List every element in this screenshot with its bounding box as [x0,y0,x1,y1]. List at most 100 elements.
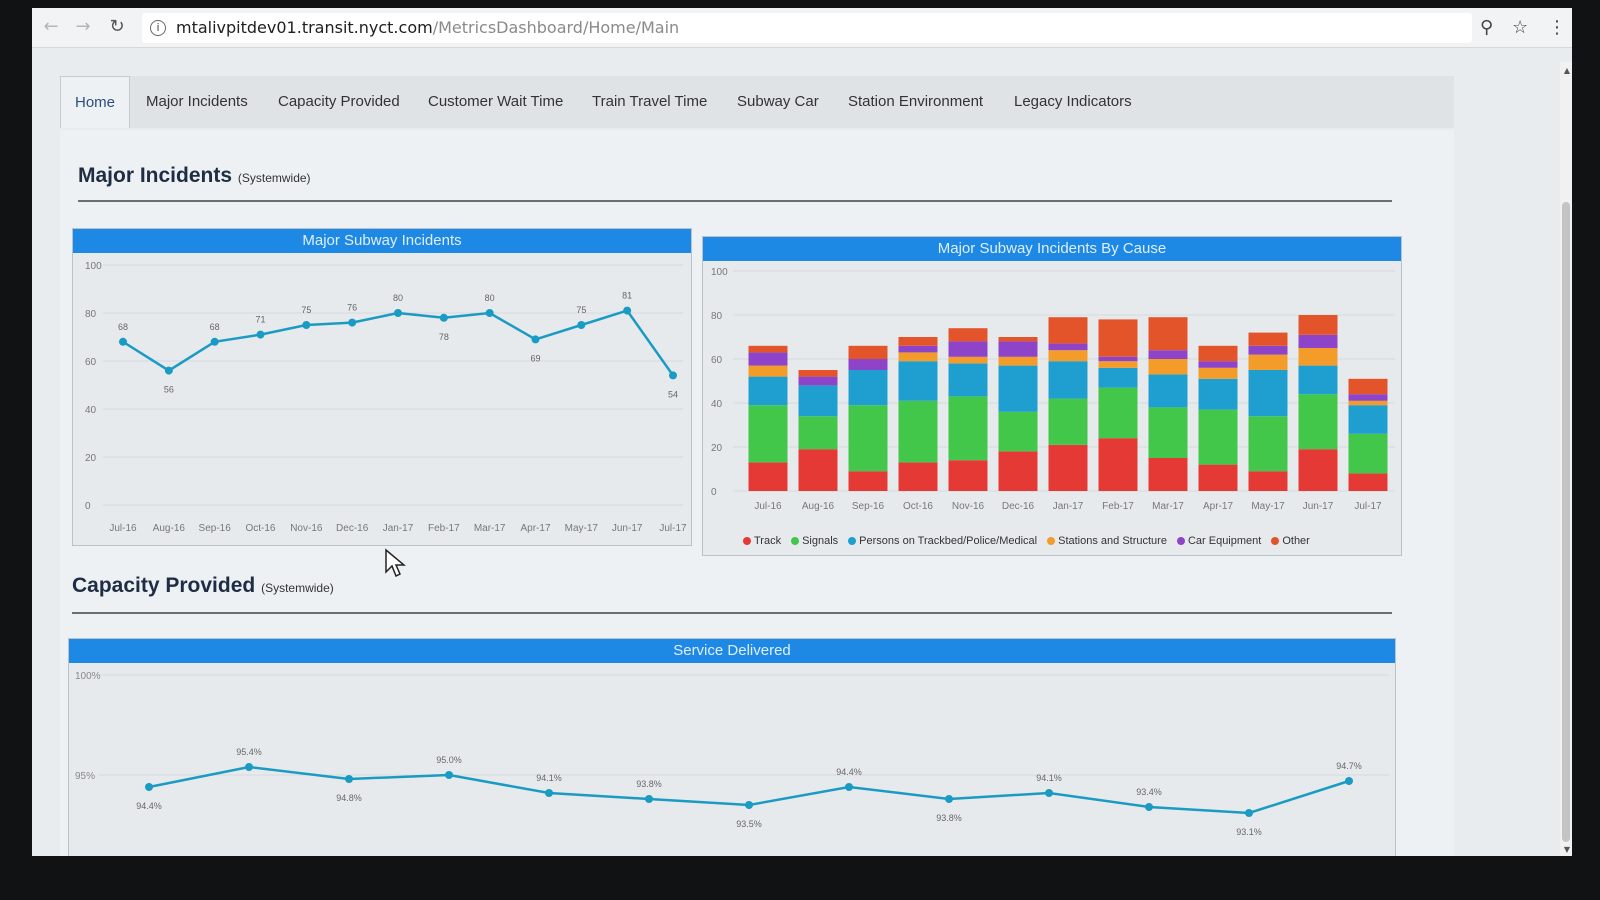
data-point [745,801,753,809]
legend-label: Stations and Structure [1058,535,1167,547]
y-tick-label: 20 [711,443,723,454]
data-point [1345,777,1353,785]
chart-title: Major Subway Incidents [73,229,691,253]
star-icon[interactable]: ☆ [1512,17,1529,38]
tab-station-environment[interactable]: Station Environment [848,93,984,110]
reload-icon[interactable]: ↻ [109,16,125,37]
bar-segment [1148,350,1188,359]
address-bar[interactable]: i mtalivpitdev01.transit.nyct.com/Metric… [142,13,1472,43]
data-point [1145,803,1153,811]
y-tick-label: 100% [75,671,101,682]
bar-segment [1098,319,1138,357]
x-tick-label: Mar-17 [1152,501,1184,512]
bar-segment [1098,367,1138,388]
bar-segment [748,376,788,406]
tab-home[interactable]: Home [60,76,131,128]
x-tick-label: Dec-16 [336,523,369,534]
bar-segment [1048,343,1088,351]
bar-segment [998,341,1038,357]
scroll-up-icon[interactable]: ▲ [1563,66,1570,75]
data-label: 78 [439,332,449,342]
legend-swatch [848,537,857,545]
menu-icon[interactable]: ⋮ [1548,17,1566,38]
incidents-by-cause-bar-chart: 0 20 40 60 80 100 Jul-16 Aug-16 Sep-16 Oct-16 Nov-… [711,267,1395,512]
legend-swatch [791,537,800,545]
scroll-down-icon[interactable]: ▼ [1563,845,1570,854]
bar-segment [1048,398,1088,445]
tab-legacy-indicators[interactable]: Legacy Indicators [1014,93,1132,110]
y-tick-label: 40 [85,405,97,416]
x-tick-label: Aug-16 [153,523,186,534]
x-tick-label: Nov-16 [290,523,323,534]
bar-segment [748,405,788,463]
data-point [645,795,653,803]
tab-customer-wait-time[interactable]: Customer Wait Time [428,93,564,110]
section-subtitle: (Systemwide) [261,581,334,595]
data-label: 94.4% [136,801,162,811]
section-title-text: Major Incidents [78,164,233,187]
bar-segment [1298,315,1338,335]
data-label: 94.7% [1336,761,1362,771]
tab-train-travel-time[interactable]: Train Travel Time [592,93,708,110]
data-point [531,335,540,344]
major-incidents-chart: Major Subway Incidents 0 20 40 60 80 100 Jul-1… [72,228,692,546]
data-label: 69 [530,353,540,363]
data-point [577,321,586,329]
data-point [210,337,219,346]
bar-segment [798,416,838,450]
bar-segment [1148,359,1188,375]
data-label: 94.1% [536,773,562,783]
data-point [445,771,453,779]
x-tick-label: Jun-17 [1303,501,1334,512]
bar-segment [1348,473,1388,491]
zoom-icon[interactable]: ⚲ [1480,17,1494,38]
bar-segment [1348,400,1388,406]
x-tick-label: Oct-16 [903,501,933,512]
data-point [245,763,253,771]
x-tick-label: Sep-16 [852,501,885,512]
incidents-by-cause-chart: Major Subway Incidents By Cause 0 20 40 60 8… [702,236,1402,556]
bar-segment [798,370,838,377]
bar-segment [1298,334,1338,348]
legend-item[interactable]: Persons on Trackbed/Police/Medical [848,535,1037,547]
data-label: 94.4% [836,767,862,777]
data-label: 80 [485,293,495,303]
tab-major-incidents[interactable]: Major Incidents [146,93,248,110]
tab-subway-car[interactable]: Subway Car [737,93,819,110]
data-label: 93.1% [1236,827,1262,837]
data-point [302,321,311,329]
bar-segment [1198,378,1238,410]
bar-segment [1348,378,1388,395]
tab-capacity-provided[interactable]: Capacity Provided [278,93,400,110]
legend-item[interactable]: Stations and Structure [1047,535,1167,547]
bar-segment [998,337,1038,342]
data-label: 56 [164,385,174,395]
x-tick-label: Apr-17 [1203,501,1233,512]
data-label: 80 [393,293,403,303]
legend-item[interactable]: Car Equipment [1176,535,1261,547]
x-tick-label: Aug-16 [802,501,835,512]
bar-segment [898,337,938,346]
x-tick-label: Jan-17 [1053,501,1084,512]
y-tick-label: 0 [711,487,717,498]
legend-item[interactable]: Signals [791,535,838,547]
section-subtitle: (Systemwide) [237,171,311,185]
bar-segment [1248,332,1288,346]
section-title-major-incidents: Major Incidents (Systemwide) [78,164,311,188]
x-tick-label: Mar-17 [474,523,506,534]
bar-segment [1098,387,1138,439]
back-icon[interactable]: ← [43,16,59,37]
data-point [669,371,677,380]
bar-segment [998,451,1038,491]
legend-item[interactable]: Track [743,535,781,547]
scroll-thumb[interactable] [1562,202,1570,842]
legend-item[interactable]: Other [1271,535,1310,547]
data-label: 94.1% [1036,773,1062,783]
bar-segment [848,405,888,472]
bar-segment [748,352,788,366]
x-tick-label: Jul-17 [659,523,687,534]
bar-segment [848,471,888,491]
page-scrollbar[interactable]: ▲ ▼ [1560,62,1572,856]
forward-icon[interactable]: → [75,16,91,37]
info-icon[interactable]: i [150,20,166,36]
